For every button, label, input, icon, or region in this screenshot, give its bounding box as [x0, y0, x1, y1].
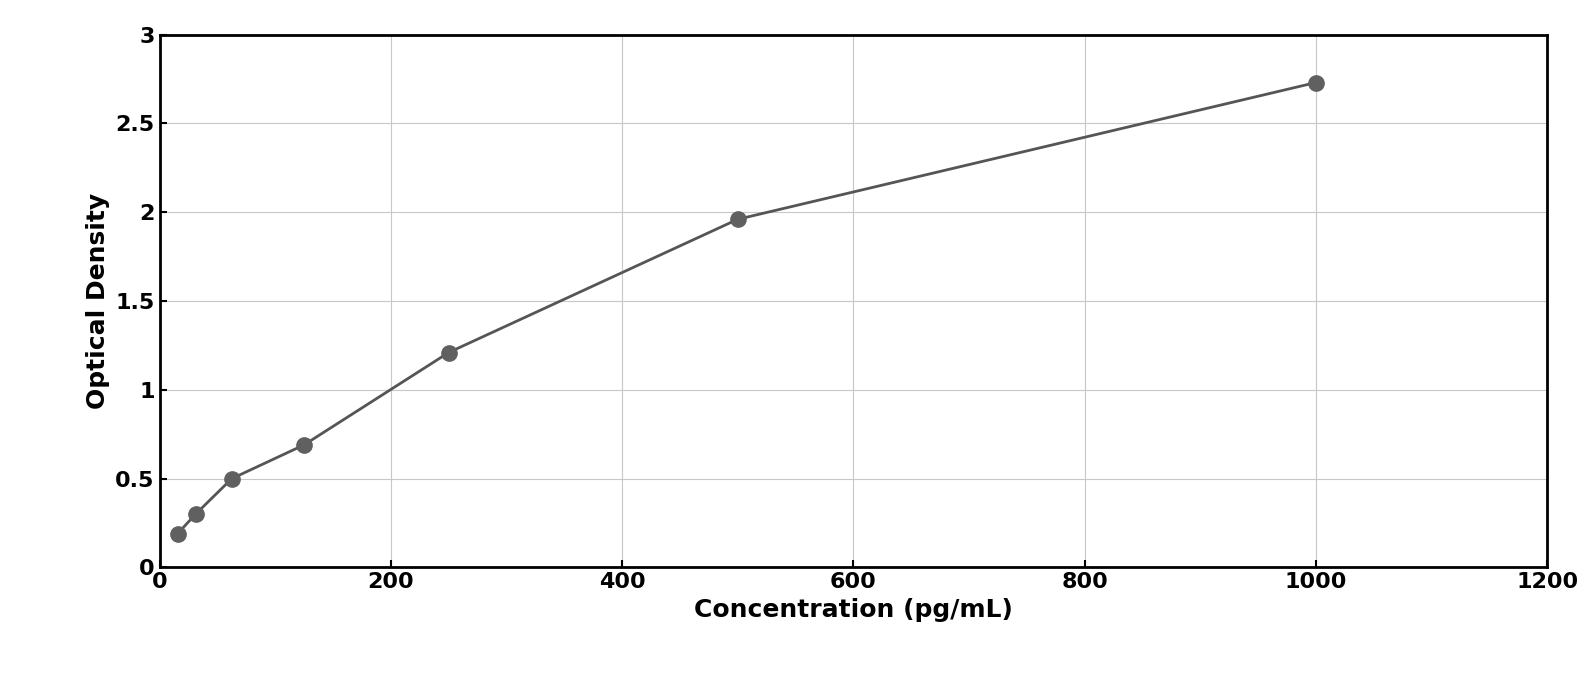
Point [435, 347, 461, 358]
Point [183, 509, 209, 520]
Point [724, 214, 751, 225]
Point [1303, 77, 1329, 88]
Point [219, 473, 244, 484]
Y-axis label: Optical Density: Optical Density [86, 193, 110, 409]
Point [292, 439, 317, 450]
Point [164, 528, 190, 539]
X-axis label: Concentration (pg/mL): Concentration (pg/mL) [694, 598, 1013, 622]
